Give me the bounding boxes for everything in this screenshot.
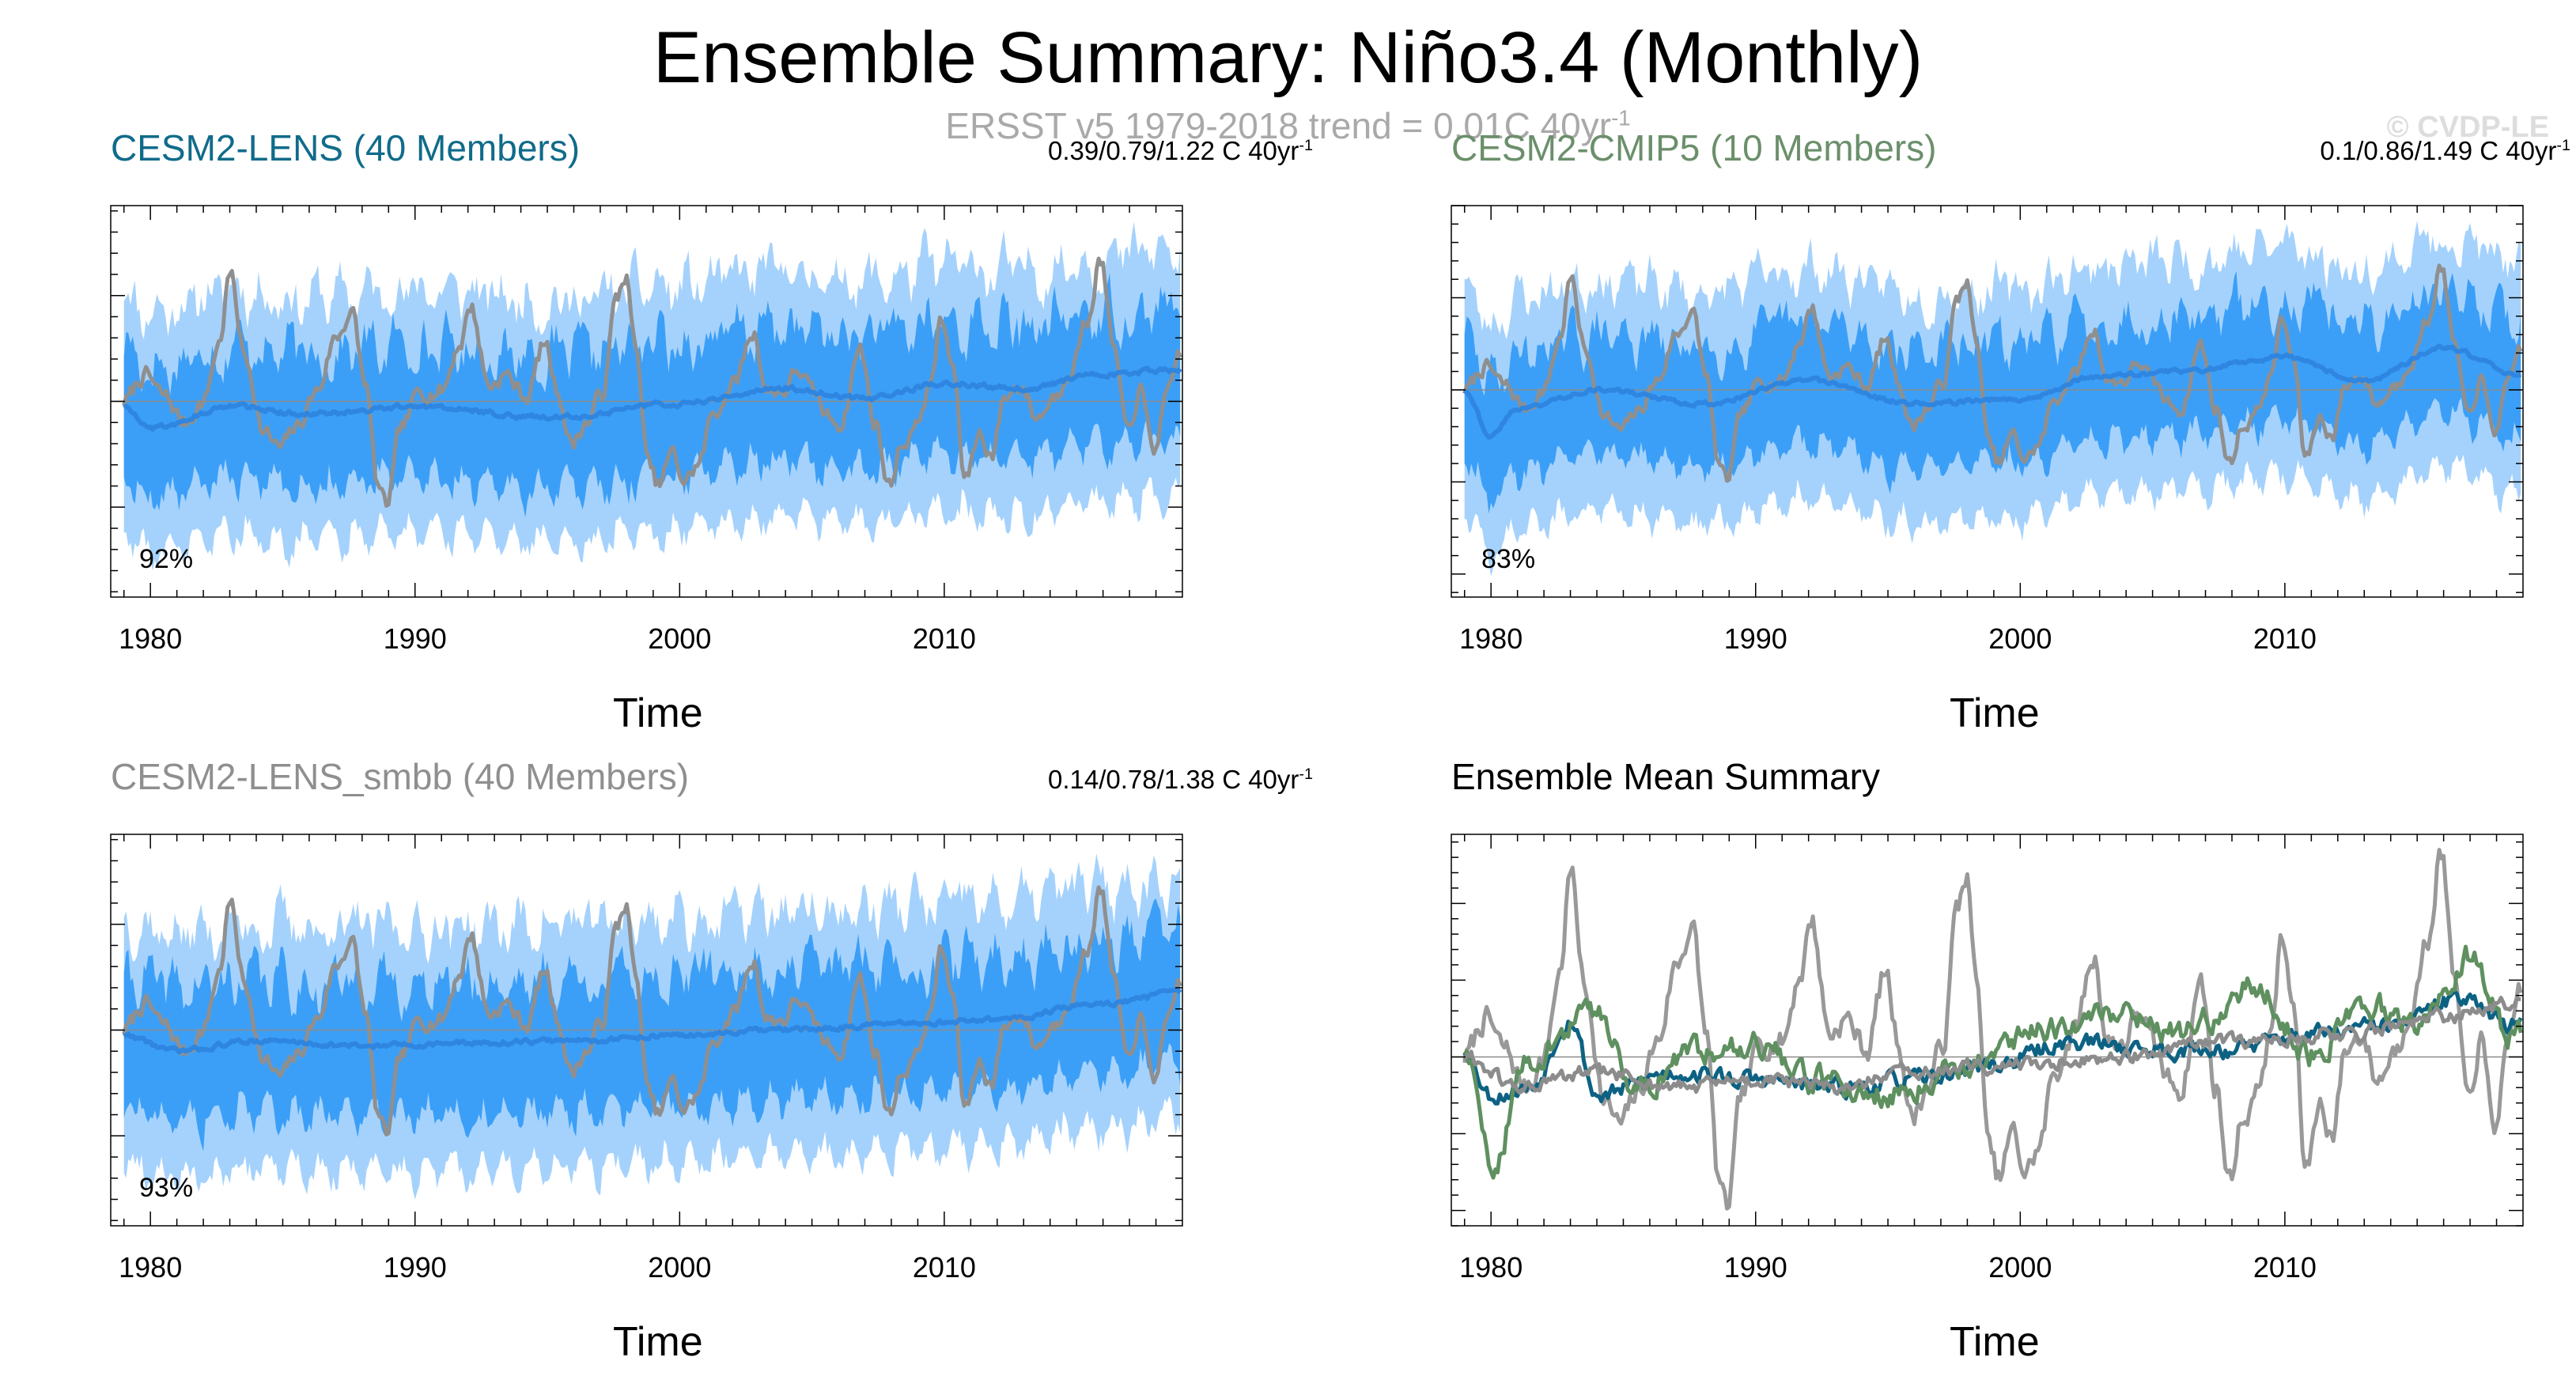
x-tick-label: 1980: [119, 1251, 182, 1284]
panel-percent-label: 93%: [139, 1173, 194, 1203]
x-tick-label: 2000: [648, 622, 711, 655]
x-tick-label: 1980: [119, 622, 182, 655]
panel-trend-stats-text: 0.14/0.78/1.38 C 40yr: [1048, 765, 1299, 794]
x-tick-label: 2000: [1988, 622, 2052, 655]
ensemble-inner-range-band: [123, 898, 1181, 1151]
ensemble-inner-range-band: [1464, 270, 2521, 514]
ensemble-mean-line: [1462, 343, 2522, 440]
x-tick-label: 2000: [648, 1251, 711, 1284]
x-tick-label: 2010: [2253, 622, 2317, 655]
x-axis-label: Time: [1950, 690, 2040, 736]
plot-frame: [1451, 205, 2524, 598]
panel-title: CESM2-CMIP5 (10 Members): [1451, 127, 1937, 168]
panel-percent-label: 92%: [139, 544, 194, 574]
ensemble-inner-range-band: [123, 273, 1181, 518]
copyright-watermark: © CVDP-LE: [2386, 111, 2549, 144]
x-tick-label: 2010: [913, 1251, 976, 1284]
panel-cesm2-cmip5: CESM2-CMIP5 (10 Members) 0.1/0.86/1.49 C…: [1443, 127, 2576, 751]
panel-title: Ensemble Mean Summary: [1451, 756, 1880, 797]
x-tick-label: 1990: [384, 1251, 447, 1284]
plot-frame: [1451, 834, 2524, 1227]
panel-percent-label: 83%: [1481, 544, 1536, 574]
panel-trend-stats: 0.14/0.78/1.38 C 40yr-1: [1048, 765, 1313, 795]
x-tick-label: 2010: [913, 622, 976, 655]
x-axis-label: Time: [1950, 1319, 2040, 1365]
panel-trend-stats-exponent: -1: [1299, 766, 1313, 783]
panel-title: CESM2-LENS_smbb (40 Members): [111, 756, 690, 797]
panel-trend-stats-exponent: -1: [2556, 137, 2570, 154]
figure-title: Ensemble Summary: Niño3.4 (Monthly): [653, 17, 1923, 98]
x-tick-label: 1990: [384, 622, 447, 655]
observation-trend-note: ERSST v5 1979-2018 trend = 0.01C 40yr-1: [0, 104, 2576, 147]
panel-cesm2-lens: CESM2-LENS (40 Members) 0.39/0.79/1.22 C…: [103, 127, 1368, 751]
x-tick-label: 1980: [1459, 622, 1523, 655]
x-axis-label: Time: [613, 690, 703, 736]
panel-title: CESM2-LENS (40 Members): [111, 127, 581, 168]
ensemble-mean-line: [123, 987, 1182, 1055]
panel-trend-stats-exponent: -1: [1299, 137, 1313, 154]
observation-trend-text: ERSST v5 1979-2018 trend = 0.01C 40yr: [945, 105, 1612, 146]
observations-line: [122, 885, 1182, 1137]
x-tick-label: 2000: [1988, 1251, 2052, 1284]
panel-trend-stats-text: 0.39/0.79/1.22 C 40yr: [1048, 136, 1299, 165]
observation-trend-exponent: -1: [1611, 105, 1631, 130]
panel-cesm2-lens-smbb: CESM2-LENS_smbb (40 Members) 0.14/0.78/1…: [103, 755, 1368, 1380]
observations-line: [1462, 263, 2523, 483]
x-axis-label: Time: [613, 1319, 703, 1365]
series-line-cesm2-cmip5: [1462, 944, 2523, 1180]
series-line-cesm2-lens-smbb: [1462, 996, 2521, 1096]
x-tick-label: 1990: [1724, 622, 1787, 655]
x-tick-label: 2010: [2253, 1251, 2317, 1284]
panel-trend-stats-text: 0.1/0.86/1.49 C 40yr: [2320, 136, 2557, 165]
x-tick-label: 1990: [1724, 1251, 1787, 1284]
series-line-ersst-v5: [1462, 848, 2523, 1211]
ensemble-mean-line: [123, 365, 1182, 432]
panel-ensemble-mean-summary: Ensemble Mean Summary 1980199020002010-2…: [1443, 755, 2576, 1380]
panel-trend-stats: 0.1/0.86/1.49 C 40yr-1: [2320, 136, 2570, 166]
x-tick-label: 1980: [1459, 1251, 1523, 1284]
observations-line: [122, 256, 1182, 509]
panel-trend-stats: 0.39/0.79/1.22 C 40yr-1: [1048, 136, 1313, 166]
